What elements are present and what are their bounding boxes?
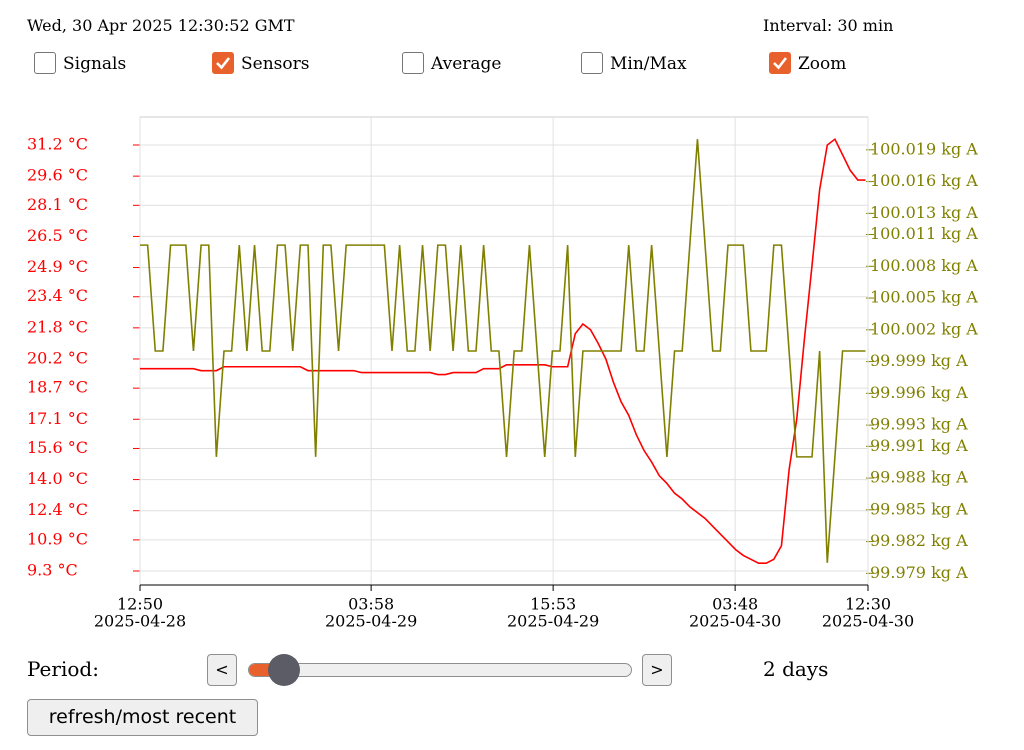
y2-tick-label: 99.993 kg A: [870, 415, 968, 434]
y2-tick-label: 100.011 kg A: [870, 224, 978, 243]
series-line: [140, 137, 866, 565]
y-tick-label: 26.5 °C: [27, 226, 88, 245]
checkbox[interactable]: [769, 52, 791, 74]
checkbox[interactable]: [34, 52, 56, 74]
y-tick-label: 20.2 °C: [27, 348, 88, 367]
y2-tick-label: 99.996 kg A: [870, 383, 968, 402]
checkbox[interactable]: [402, 52, 424, 74]
period-value: 2 days: [763, 657, 829, 681]
y2-tick-label: 99.991 kg A: [870, 436, 968, 455]
x-tick-label: 12:30: [845, 595, 891, 614]
checkbox-label: Signals: [63, 54, 127, 74]
y-tick-label: 17.1 °C: [27, 409, 88, 428]
x-tick-label: 15:53: [530, 595, 576, 614]
datetime: Wed, 30 Apr 2025 12:30:52 GMT: [27, 16, 295, 35]
y-tick-label: 28.1 °C: [27, 195, 88, 214]
x-tick-label: 03:58: [348, 595, 394, 614]
y2-tick-label: 99.999 kg A: [870, 351, 968, 370]
checkbox-label: Zoom: [798, 54, 847, 74]
checkbox-label: Min/Max: [610, 54, 687, 74]
series-line: [140, 139, 866, 563]
x-tick-label: 2025-04-30: [689, 612, 781, 631]
y2-tick-label: 100.005 kg A: [870, 288, 978, 307]
y-tick-label: 18.7 °C: [27, 378, 88, 397]
y2-tick-label: 99.985 kg A: [870, 499, 968, 518]
y2-tick-label: 99.988 kg A: [870, 468, 968, 487]
y2-tick-label: 99.982 kg A: [870, 531, 968, 550]
checkbox-label: Average: [431, 54, 502, 74]
x-tick-label: 03:48: [712, 595, 758, 614]
y-tick-label: 23.4 °C: [27, 286, 88, 305]
y2-tick-label: 100.008 kg A: [870, 256, 978, 275]
y2-tick-label: 100.016 kg A: [870, 171, 978, 190]
y-tick-label: 29.6 °C: [27, 166, 88, 185]
chart: 31.2 °C 29.6 °C 28.1 °C 26.5 °C 24.9 °C 23.4 …: [27, 116, 978, 631]
refresh-button[interactable]: refresh/most recent: [27, 699, 258, 736]
x-tick-label: 2025-04-30: [822, 612, 914, 631]
checkbox[interactable]: [581, 52, 603, 74]
y2-tick-label: 100.002 kg A: [870, 319, 978, 338]
check-path: [216, 57, 231, 70]
next-button[interactable]: >: [642, 654, 672, 686]
period-label: Period:: [27, 657, 99, 681]
y-tick-label: 10.9 °C: [27, 529, 88, 548]
x-tick-label: 2025-04-28: [94, 612, 186, 631]
interval: Interval: 30 min: [763, 16, 894, 35]
y-tick-label: 9.3 °C: [27, 560, 78, 579]
y-tick-label: 12.4 °C: [27, 500, 88, 519]
y2-tick-label: 99.979 kg A: [870, 563, 968, 582]
y-tick-label: 24.9 °C: [27, 257, 88, 276]
y2-tick-label: 100.013 kg A: [870, 203, 978, 222]
x-tick-label: 12:50: [117, 595, 163, 614]
x-tick-label: 2025-04-29: [325, 612, 417, 631]
y-tick-label: 21.8 °C: [27, 317, 88, 336]
y-tick-label: 14.0 °C: [27, 469, 88, 488]
slider-thumb[interactable]: [268, 654, 300, 686]
check-path: [773, 57, 788, 70]
period-slider[interactable]: [248, 663, 632, 677]
check-mark: [773, 57, 788, 70]
prev-button[interactable]: <: [207, 654, 237, 686]
y-tick-label: 15.6 °C: [27, 438, 88, 457]
y-tick-label: 31.2 °C: [27, 135, 88, 154]
check-mark: [216, 57, 231, 70]
y2-tick-label: 100.019 kg A: [870, 139, 978, 158]
checkbox[interactable]: [212, 52, 234, 74]
x-tick-label: 2025-04-29: [507, 612, 599, 631]
checkbox-label: Sensors: [241, 54, 310, 74]
